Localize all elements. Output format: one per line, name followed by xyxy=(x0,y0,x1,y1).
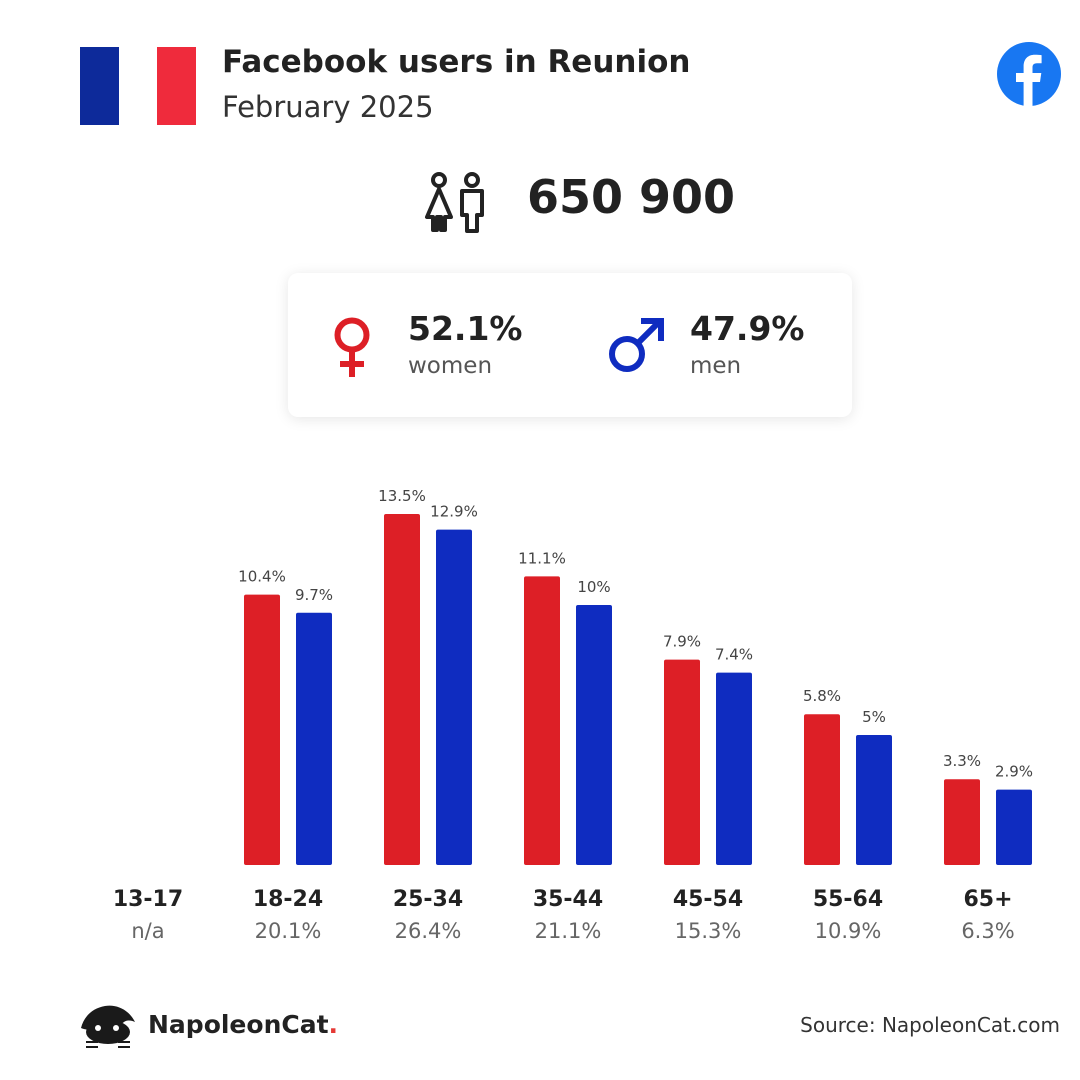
page-title: Facebook users in Reunion xyxy=(222,44,691,80)
bar-value-label-men-65+: 2.9% xyxy=(995,763,1033,781)
category-total-35-44: 21.1% xyxy=(535,919,602,943)
bar-women-35-44 xyxy=(524,576,560,865)
category-label-65+: 65+ xyxy=(963,887,1012,912)
men-label: men xyxy=(690,353,742,379)
category-label-13-17: 13-17 xyxy=(113,887,183,912)
people-icon xyxy=(425,172,484,233)
male-icon xyxy=(609,318,664,372)
category-label-45-54: 45-54 xyxy=(673,887,743,912)
bar-value-label-men-35-44: 10% xyxy=(577,578,610,596)
facebook-icon xyxy=(997,42,1061,106)
bar-value-label-men-45-54: 7.4% xyxy=(715,646,753,664)
bar-value-label-men-18-24: 9.7% xyxy=(295,586,333,604)
brand-name: NapoleonCat. xyxy=(148,1010,338,1039)
female-icon xyxy=(334,317,370,377)
bar-women-45-54 xyxy=(664,659,700,865)
women-label: women xyxy=(408,353,493,379)
bar-value-label-women-65+: 3.3% xyxy=(943,752,981,770)
bar-men-45-54 xyxy=(716,672,752,865)
bar-men-25-34 xyxy=(436,529,472,865)
bar-men-65+ xyxy=(996,789,1032,865)
bar-women-55-64 xyxy=(804,714,840,865)
category-total-13-17: n/a xyxy=(131,919,164,943)
flag-stripe-blue xyxy=(80,47,119,125)
bar-value-label-women-25-34: 13.5% xyxy=(378,487,426,505)
bar-value-label-men-55-64: 5% xyxy=(862,708,886,726)
bar-value-label-women-45-54: 7.9% xyxy=(663,633,701,651)
bar-value-label-men-25-34: 12.9% xyxy=(430,503,478,521)
bar-value-label-women-18-24: 10.4% xyxy=(238,568,286,586)
bar-women-25-34 xyxy=(384,514,420,865)
country-flag xyxy=(80,47,197,125)
category-total-18-24: 20.1% xyxy=(255,919,322,943)
category-label-18-24: 18-24 xyxy=(253,887,323,912)
women-percentage: 52.1% xyxy=(408,309,523,348)
brand-dot: . xyxy=(328,1010,339,1039)
napoleoncat-icon xyxy=(81,1005,135,1048)
bar-men-55-64 xyxy=(856,735,892,865)
flag-stripe-white xyxy=(118,47,158,125)
category-total-45-54: 15.3% xyxy=(675,919,742,943)
bar-women-65+ xyxy=(944,779,980,865)
brand-text: NapoleonCat xyxy=(148,1010,329,1039)
flag-stripe-red xyxy=(157,47,197,125)
category-total-65+: 6.3% xyxy=(961,919,1014,943)
bar-men-18-24 xyxy=(296,612,332,865)
gender-split-card: 52.1% women 47.9% men xyxy=(288,273,852,417)
men-percentage: 47.9% xyxy=(690,309,805,348)
bar-value-label-women-35-44: 11.1% xyxy=(518,549,566,567)
category-total-25-34: 26.4% xyxy=(395,919,462,943)
source-note: Source: NapoleonCat.com xyxy=(800,1013,1060,1037)
category-label-35-44: 35-44 xyxy=(533,887,603,912)
bar-women-18-24 xyxy=(244,594,280,865)
bar-value-label-women-55-64: 5.8% xyxy=(803,687,841,705)
page-subtitle: February 2025 xyxy=(222,90,434,124)
total-users: 650 900 xyxy=(527,170,736,224)
bar-men-35-44 xyxy=(576,605,612,865)
category-label-25-34: 25-34 xyxy=(393,887,463,912)
category-total-55-64: 10.9% xyxy=(815,919,882,943)
category-label-55-64: 55-64 xyxy=(813,887,883,912)
